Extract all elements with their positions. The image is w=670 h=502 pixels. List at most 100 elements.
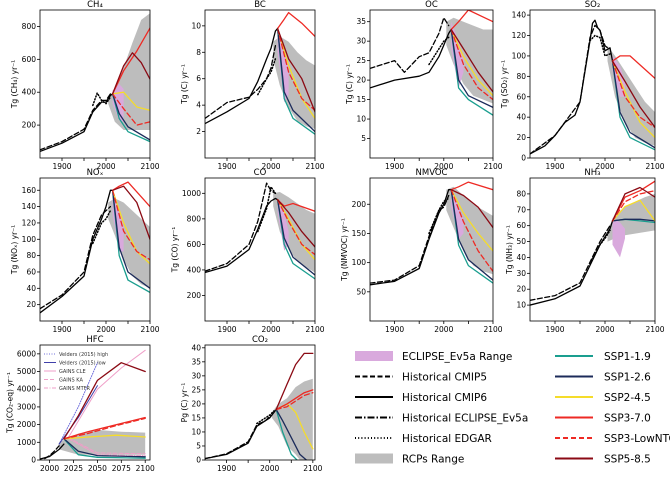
legend-label: Historical CMIP5 (402, 372, 487, 384)
ssp126-line (276, 27, 315, 133)
x-tick-label: 2000 (595, 162, 614, 171)
y-tick-label: 120 (512, 31, 527, 40)
panel-3: SO₂ 1900 2000 2100 0 20 40 60 80 100 120 140 Tg (SO₂… (500, 0, 665, 171)
hist-edgar-line (428, 36, 450, 66)
y-tick-label: 600 (187, 240, 202, 249)
legend-label: Historical EDGAR (402, 433, 492, 445)
axes-frame (204, 344, 316, 461)
ssp585-line (275, 352, 314, 411)
ssp585-line (276, 27, 315, 113)
ssp370-line (111, 27, 150, 95)
y-tick-label: 25 (356, 56, 366, 65)
plot-area (40, 13, 150, 153)
y-tick-label: 8 (196, 48, 201, 57)
hist-cmip6-line (205, 197, 279, 274)
y-tick-label: 40 (26, 284, 36, 293)
ssp585-line (111, 185, 150, 240)
hist-cmip6-line (205, 27, 279, 125)
x-tick-label: 1900 (217, 464, 236, 473)
y-tick-label: 80 (516, 189, 526, 198)
eclipse-range-band (612, 217, 625, 258)
ssp370low-line (276, 27, 315, 112)
y-tick-label: 40 (516, 253, 526, 262)
ssp370low-line (63, 417, 146, 440)
y-tick-label: 20 (191, 399, 201, 408)
ssp370low-line (111, 189, 150, 261)
y-tick-label: 6000 (17, 349, 36, 358)
y-tick-label: 140 (22, 202, 37, 211)
y-tick-label: 80 (26, 251, 36, 260)
x-tick-label: 2000 (434, 162, 453, 171)
y-tick-label: 140 (512, 11, 527, 20)
x-tick-label: 1900 (217, 162, 236, 171)
x-tick-label: 1900 (385, 325, 404, 334)
ssp245-line (111, 91, 150, 111)
ssp585-line (63, 362, 146, 440)
x-tick-label: 2100 (140, 162, 159, 171)
y-tick-label: 800 (22, 22, 37, 31)
legend-label: SSP1-1.9 (604, 351, 651, 363)
x-tick-label: 2100 (140, 325, 159, 334)
ssp126-line (450, 189, 493, 281)
hist-cmip6-line (370, 28, 452, 89)
x-tick-label: 2000 (595, 325, 614, 334)
y-tick-label: 35 (191, 357, 201, 366)
ssp126-line (63, 438, 146, 458)
ssp370low-line (111, 93, 150, 126)
y-tick-label: 10 (191, 427, 201, 436)
main-legend: ECLIPSE_Ev5a Range Historical CMIP5 Histor… (355, 351, 670, 466)
ssp245-line (63, 434, 146, 440)
panel-title: BC (254, 0, 266, 10)
plot-area (370, 181, 493, 286)
x-tick-label: 2000 (260, 464, 279, 473)
ssp585-line (276, 199, 315, 248)
eclipse-range-band (451, 189, 464, 240)
x-tick-label: 2100 (483, 325, 502, 334)
axes-frame (369, 9, 494, 159)
panel-title: NOₓ (87, 168, 104, 178)
axes-frame (204, 177, 316, 322)
ssp370low-line (450, 28, 493, 101)
ssp126-line (611, 218, 655, 222)
y-tick-label: 35 (356, 17, 366, 26)
legend-label: SSP5-8.5 (604, 454, 651, 466)
x-tick-label: 2025 (64, 464, 83, 473)
panel-title: CO₂ (252, 335, 268, 345)
x-tick-label: 1900 (545, 162, 564, 171)
ssp119-line (275, 408, 298, 460)
y-tick-label: 30 (191, 371, 201, 380)
hfc-legend-label: GAINS KA (59, 378, 83, 384)
panel-5: CO 1900 2000 2100 200 400 600 800 1000 Tg (CO) yr… (171, 168, 325, 334)
hist-edgar-line (257, 58, 277, 96)
panel-title: SO₂ (585, 0, 601, 10)
y-tick-label: 1000 (182, 189, 201, 198)
hfc-legend-label: Velders (2015) high (59, 352, 108, 358)
y-tick-label: 30 (356, 37, 366, 46)
rcp-range-band (271, 378, 313, 460)
y-axis-label: Tg (NH₃) yr⁻¹ (505, 225, 514, 275)
y-axis-label: Tg (SO₂) yr⁻¹ (500, 60, 509, 109)
hist-edgar-line (92, 92, 112, 107)
y-axis-label: Tg (CH₄) yr⁻¹ (10, 60, 19, 109)
axes-frame (204, 9, 316, 159)
gains-mtfr-line (68, 438, 146, 457)
rcp-range-band (108, 13, 150, 130)
y-axis-label: Tg (CO₂-eq) yr⁻¹ (6, 372, 15, 434)
legend-label: SSP2-4.5 (604, 392, 651, 404)
eclipse-range-band (277, 28, 289, 103)
x-tick-label: 2100 (136, 464, 155, 473)
y-axis-label: Pg (C) yr⁻¹ (180, 383, 189, 423)
axes-frame (39, 9, 151, 159)
y-tick-label: 100 (22, 235, 37, 244)
y-tick-label: 15 (356, 95, 366, 104)
y-tick-label: 20 (356, 76, 366, 85)
gains-cle-line (68, 349, 146, 438)
y-tick-label: 30 (516, 269, 526, 278)
plot-area (205, 352, 314, 460)
y-tick-label: 20 (26, 300, 36, 309)
ssp585-line (450, 189, 493, 229)
plot-area (370, 10, 493, 116)
x-tick-label: 2000 (261, 162, 280, 171)
hist-cmip6-line (205, 408, 277, 460)
panel-title: OC (425, 0, 438, 10)
